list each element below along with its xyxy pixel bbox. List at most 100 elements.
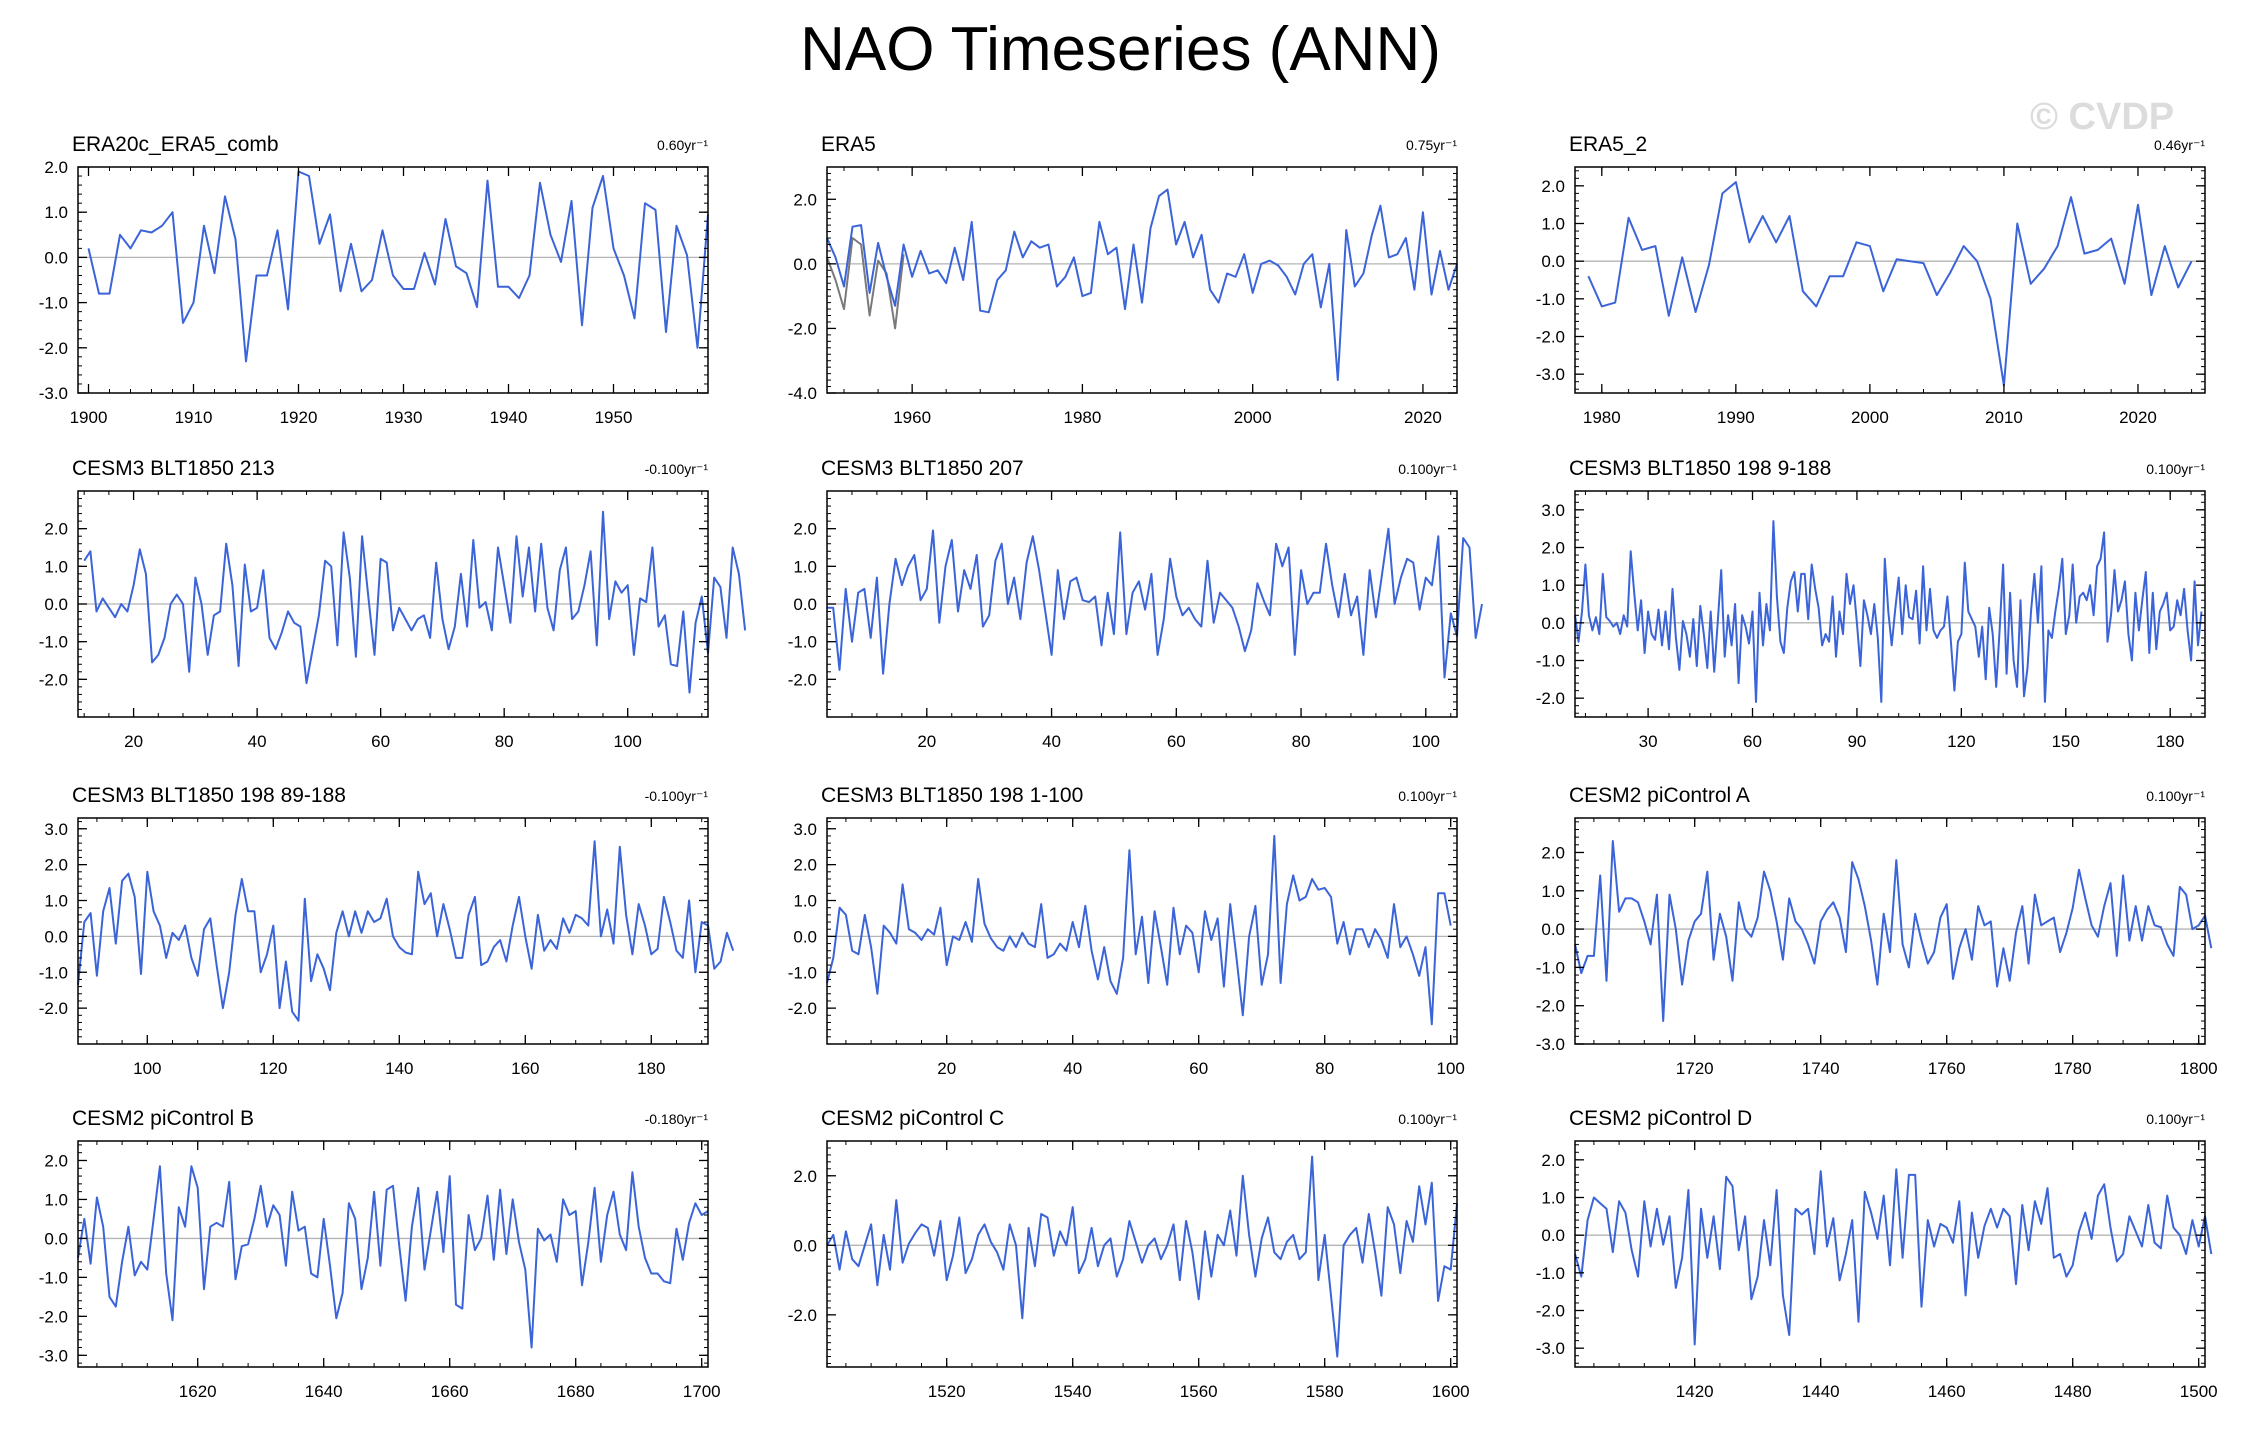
y-tick-label: 0.0 [44,1229,68,1248]
plot-frame [826,166,1458,394]
y-tick-label: 3.0 [44,820,68,839]
x-tick-label: 100 [1412,732,1440,751]
x-tick-label: 60 [1167,732,1186,751]
x-tick-label: 1620 [179,1382,217,1401]
x-tick-label: 2020 [1404,408,1442,427]
y-tick-label: -2.0 [1536,1302,1565,1321]
x-tick-label: 1680 [557,1382,595,1401]
y-tick-label: -3.0 [1536,1035,1565,1054]
cvdp-watermark: © CVDP [2030,96,2175,138]
x-tick-label: 1930 [385,408,423,427]
y-tick-label: -1.0 [1536,652,1565,671]
x-tick-label: 60 [1743,732,1762,751]
y-tick-label: -1.0 [788,963,817,982]
x-tick-label: 60 [1189,1059,1208,1078]
y-tick-label: -2.0 [1536,328,1565,347]
plot-frame [77,1140,709,1368]
x-tick-label: 1920 [280,408,318,427]
trend-label: 0.75yr⁻¹ [1406,137,1457,153]
panel-cesm2-picontrol-b: CESM2 piControl B -0.180yr⁻¹ 2.0 1.0 0.0 -1.0… [39,1107,721,1401]
x-tick-label: 180 [2156,732,2184,751]
y-tick-label: -2.0 [788,1306,817,1325]
y-tick-label: 1.0 [1541,215,1565,234]
panel-cesm3-blt1850-198-1-100: CESM3 BLT1850 198 1-100 0.100yr⁻¹ 3.0 2.0 1.… [788,784,1465,1078]
x-tick-label: 1940 [490,408,528,427]
trend-label: 0.100yr⁻¹ [1398,788,1457,804]
y-tick-label: 1.0 [793,892,817,911]
panel-title: CESM3 BLT1850 213 [72,457,275,480]
plot-frame [1574,490,2206,718]
trend-label: -0.100yr⁻¹ [645,788,709,804]
y-tick-label: 3.0 [1541,501,1565,520]
y-tick-label: -1.0 [39,1268,68,1287]
x-tick-label: 2000 [1234,408,1272,427]
x-tick-label: 1440 [1802,1382,1840,1401]
y-tick-label: -3.0 [39,384,68,403]
y-tick-label: 1.0 [1541,576,1565,595]
y-tick-label: 1.0 [44,557,68,576]
x-tick-label: 1540 [1054,1382,1092,1401]
x-tick-label: 40 [1063,1059,1082,1078]
panel-title: CESM3 BLT1850 207 [821,457,1024,480]
nao-series-line [827,527,1483,679]
panel-cesm2-picontrol-d: CESM2 piControl D 0.100yr⁻¹ 2.0 1.0 0.0 -1.0 -… [1536,1107,2218,1401]
y-tick-label: 2.0 [1541,177,1565,196]
nao-series-line [77,1165,709,1349]
x-tick-label: 1800 [2180,1059,2218,1078]
panel-era20c-era5-comb: ERA20c_ERA5_comb 0.60yr⁻¹ 2.0 1.0 0.0 -1.0 -2.… [39,133,709,427]
y-tick-label: 1.0 [1541,1189,1565,1208]
y-tick-label: -1.0 [1536,290,1565,309]
x-tick-label: 40 [248,732,267,751]
x-tick-label: 1420 [1676,1382,1714,1401]
y-tick-label: -3.0 [39,1346,68,1365]
y-tick-label: -2.0 [39,339,68,358]
plot-frame [1574,1140,2206,1368]
panel-era5: ERA5 0.75yr⁻¹ 2.0 0.0 -2.0 -4.0 1960 1980 2000 20… [788,133,1458,427]
y-tick-label: 0.0 [44,927,68,946]
plot-frame [1574,817,2206,1045]
y-tick-label: -2.0 [1536,689,1565,708]
y-tick-label: -1.0 [39,294,68,313]
nao-series-line [1587,181,2193,387]
x-tick-label: 20 [917,732,936,751]
panel-cesm3-blt1850-213: CESM3 BLT1850 213 -0.100yr⁻¹ 2.0 1.0 0.0 -1.0… [39,457,747,751]
x-tick-label: 2010 [1985,408,2023,427]
y-tick-label: 2.0 [793,520,817,539]
y-tick-label: -1.0 [39,963,68,982]
x-tick-label: 1560 [1180,1382,1218,1401]
x-tick-label: 1700 [683,1382,721,1401]
y-tick-label: -3.0 [1536,1339,1565,1358]
y-tick-label: 2.0 [44,158,68,177]
y-tick-label: -2.0 [39,999,68,1018]
y-tick-label: -2.0 [39,670,68,689]
plot-frame [1574,166,2206,394]
x-tick-label: 80 [1292,732,1311,751]
y-tick-label: 2.0 [793,190,817,209]
y-tick-label: 2.0 [1541,539,1565,558]
plot-frame [77,166,709,394]
nao-series-line [1574,1168,2213,1346]
x-tick-label: 1960 [893,408,931,427]
y-tick-label: -1.0 [1536,958,1565,977]
x-tick-label: 1980 [1063,408,1101,427]
x-tick-label: 120 [1947,732,1975,751]
x-tick-label: 80 [495,732,514,751]
x-tick-label: 1900 [70,408,108,427]
panel-cesm2-picontrol-c: CESM2 piControl C 0.100yr⁻¹ 2.0 0.0 -2.0 1520… [788,1107,1470,1401]
y-tick-label: 2.0 [793,1167,817,1186]
x-tick-label: 1980 [1583,408,1621,427]
y-tick-label: 2.0 [793,856,817,875]
trend-label: 0.60yr⁻¹ [657,137,708,153]
y-tick-label: 0.0 [793,1236,817,1255]
y-tick-label: 0.0 [793,927,817,946]
x-tick-label: 120 [259,1059,287,1078]
y-tick-label: 0.0 [1541,252,1565,271]
x-tick-label: 1520 [928,1382,966,1401]
y-tick-label: 2.0 [44,856,68,875]
plot-frame [826,817,1458,1045]
nao-series-line [826,834,1452,1026]
panel-title: CESM2 piControl A [1569,784,1750,807]
x-tick-label: 1760 [1928,1059,1966,1078]
panel-era5-2: ERA5_2 0.46yr⁻¹ 2.0 1.0 0.0 -1.0 -2.0 -3.0 1980 1… [1536,133,2206,427]
